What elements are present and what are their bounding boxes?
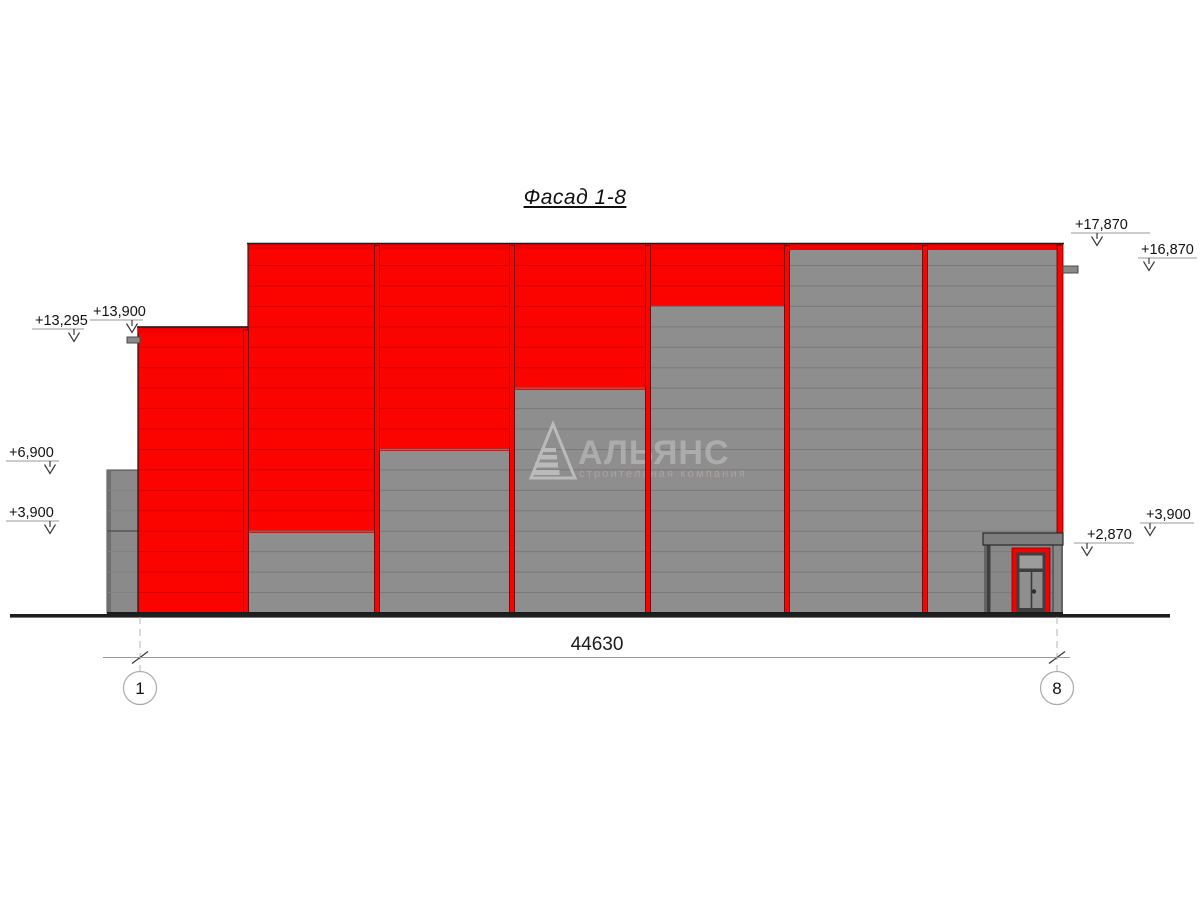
watermark-triangle-bar (541, 448, 556, 452)
door-transom (1019, 555, 1043, 569)
grid-bubble (1039, 670, 1075, 706)
watermark-triangle-bar (538, 455, 557, 460)
facade-section-red (648, 245, 787, 307)
scupper-tab (1062, 265, 1079, 274)
facade-section-red (377, 245, 512, 451)
level-mark-arrow-icon (43, 521, 57, 535)
ground-line (10, 614, 1170, 618)
facade-lines-layer (10, 244, 1170, 618)
facade-divider (243, 329, 249, 614)
grid-bubble-label: 1 (135, 679, 144, 698)
annotations-layer: 44630 1 8 +17,870 +16,870 +13,295 +13,900 +6,9… (6, 217, 1197, 706)
level-mark: +13,900 (90, 304, 146, 334)
level-mark: +6,900 (6, 445, 59, 475)
level-mark: +17,870 (1071, 217, 1150, 247)
level-mark: +13,295 (32, 313, 88, 343)
facade-divider (784, 245, 790, 614)
level-mark-arrow-icon (1143, 523, 1157, 537)
parapet-cap (248, 243, 1063, 250)
facade-fills-layer (106, 242, 1064, 614)
facade-section-red (512, 245, 648, 390)
grid-bubble (122, 670, 158, 706)
watermark-tagline: строительная компания (579, 468, 747, 480)
level-mark-arrow-icon (43, 461, 57, 475)
facade-divider (374, 245, 380, 614)
annex-edge-shade (107, 470, 111, 613)
drawing-title: Фасад 1-8 (523, 186, 627, 209)
level-mark-arrow-icon (1080, 543, 1094, 557)
level-mark-label: +13,295 (35, 313, 88, 329)
annex-block (106, 469, 139, 614)
level-mark-arrow-icon (67, 329, 81, 343)
parapet-cap (138, 327, 248, 333)
facade-divider (922, 245, 928, 614)
level-mark-arrow-icon (125, 320, 139, 334)
watermark-triangle-bar (532, 470, 560, 475)
building-right-edge-band (1056, 244, 1064, 536)
level-mark-label: +2,870 (1087, 527, 1132, 543)
level-mark-label: +16,870 (1141, 242, 1194, 258)
level-mark-arrow-icon (1142, 258, 1156, 272)
level-mark-arrow-icon (1090, 233, 1104, 247)
facade-section-red (248, 245, 377, 533)
facade-divider (645, 245, 651, 614)
watermark-triangle-bar (535, 462, 558, 468)
watermark-logo-triangle-icon (528, 420, 578, 480)
grid-bubble-label: 8 (1052, 679, 1061, 698)
level-mark: +3,900 (1140, 507, 1194, 537)
level-mark-label: +17,870 (1075, 217, 1128, 233)
dimension-label: 44630 (571, 634, 624, 655)
watermark-brand: АЛЬЯНС (578, 434, 730, 472)
entrance-canopy (982, 532, 1064, 546)
facade-divider (509, 245, 515, 614)
level-mark-label: +13,900 (93, 304, 146, 320)
level-mark: +2,870 (1074, 527, 1134, 557)
door-handle (1031, 589, 1037, 594)
level-mark: +3,900 (6, 505, 59, 535)
level-mark: +16,870 (1138, 242, 1197, 272)
entrance-post (986, 545, 991, 613)
level-mark-label: +6,900 (9, 445, 54, 461)
scupper-tab (126, 336, 141, 344)
watermark: АЛЬЯНС строительная компания (528, 420, 747, 480)
level-mark-label: +3,900 (1146, 507, 1191, 523)
level-mark-label: +3,900 (9, 505, 54, 521)
